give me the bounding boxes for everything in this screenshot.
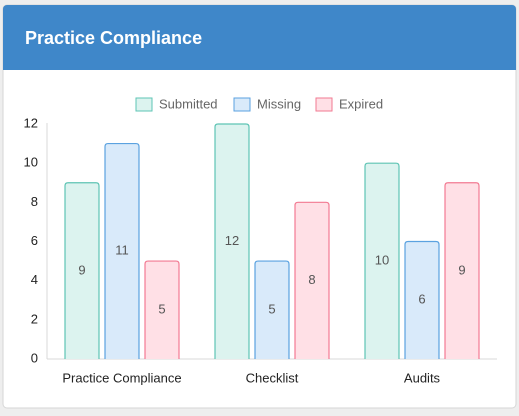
data-label: 5	[158, 301, 165, 316]
data-label: 12	[225, 233, 239, 248]
y-tick-label: 6	[31, 233, 38, 248]
legend-label: Expired	[339, 96, 383, 111]
bar	[144, 260, 180, 359]
bar	[254, 260, 290, 359]
bar	[214, 123, 250, 359]
y-tick-label: 8	[31, 194, 38, 209]
bar	[404, 240, 440, 359]
data-label: 5	[268, 301, 275, 316]
data-label: 11	[115, 243, 129, 258]
bar	[104, 142, 140, 359]
bar	[364, 162, 400, 359]
y-tick-label: 0	[31, 350, 38, 365]
data-label: 9	[78, 262, 85, 277]
bar	[294, 201, 330, 359]
x-tick-label: Checklist	[246, 370, 299, 385]
legend-label: Missing	[257, 96, 301, 111]
y-tick-label: 12	[24, 115, 38, 130]
legend-swatch	[135, 97, 153, 112]
y-tick-label: 4	[31, 272, 38, 287]
x-tick-label: Audits	[404, 370, 441, 385]
bar	[444, 182, 480, 359]
bar	[64, 182, 100, 359]
data-label: 9	[458, 262, 465, 277]
card-header	[3, 5, 516, 70]
y-tick-label: 10	[24, 155, 38, 170]
data-label: 10	[375, 253, 389, 268]
chart-title: Practice Compliance	[25, 28, 202, 48]
legend-swatch	[315, 97, 333, 112]
legend-swatch	[233, 97, 251, 112]
legend-label: Submitted	[159, 96, 218, 111]
data-label: 6	[418, 292, 425, 307]
data-label: 8	[308, 272, 315, 287]
x-tick-label: Practice Compliance	[62, 370, 181, 385]
y-tick-label: 2	[31, 311, 38, 326]
